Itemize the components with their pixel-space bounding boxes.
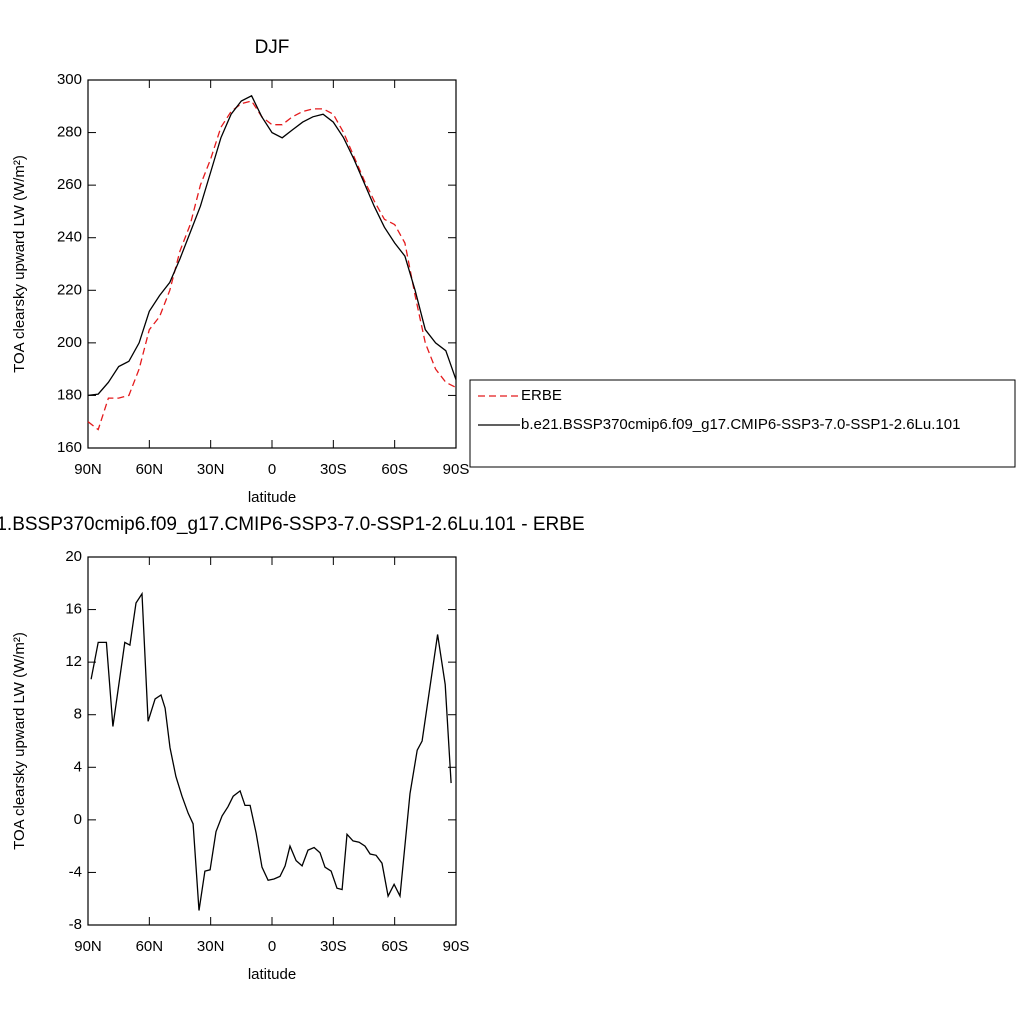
y-tick-label: -4 bbox=[69, 863, 82, 880]
x-tick-label: 90N bbox=[74, 938, 102, 955]
x-tick-label: 90S bbox=[443, 938, 470, 955]
data-line bbox=[87, 94, 457, 397]
y-tick-label: 280 bbox=[57, 124, 82, 141]
x-tick-label: 60N bbox=[136, 461, 164, 478]
y-tick-label: 300 bbox=[57, 71, 82, 88]
legend-label: b.e21.BSSP370cmip6.f09_g17.CMIP6-SSP3-7.… bbox=[521, 416, 960, 433]
x-tick-label: 90N bbox=[74, 461, 102, 478]
x-tick-label: 60S bbox=[381, 938, 408, 955]
data-line bbox=[90, 591, 452, 911]
y-tick-label: 180 bbox=[57, 386, 82, 403]
x-tick-label: 30S bbox=[320, 461, 347, 478]
data-line bbox=[87, 100, 457, 431]
y-tick-label: 220 bbox=[57, 281, 82, 298]
y-tick-label: 260 bbox=[57, 176, 82, 193]
x-tick-label: 90S bbox=[443, 461, 470, 478]
x-axis-label: latitude bbox=[248, 489, 296, 506]
x-axis-label: latitude bbox=[248, 966, 296, 983]
x-tick-label: 0 bbox=[268, 461, 276, 478]
x-tick-label: 30S bbox=[320, 938, 347, 955]
y-tick-label: 0 bbox=[74, 811, 82, 828]
plot-frame bbox=[87, 556, 457, 926]
y-tick-label: 12 bbox=[65, 653, 82, 670]
y-tick-label: 8 bbox=[74, 706, 82, 723]
y-tick-label: 200 bbox=[57, 334, 82, 351]
x-tick-label: 60N bbox=[136, 938, 164, 955]
chart-title: DJF bbox=[255, 37, 290, 58]
x-tick-label: 60S bbox=[381, 461, 408, 478]
y-tick-label: 16 bbox=[65, 601, 82, 618]
x-tick-label: 30N bbox=[197, 938, 225, 955]
y-axis-label: TOA clearsky upward LW (W/m²) bbox=[11, 632, 28, 850]
y-axis-label: TOA clearsky upward LW (W/m²) bbox=[11, 155, 28, 373]
plot-frame bbox=[87, 79, 457, 449]
y-tick-label: 20 bbox=[65, 548, 82, 565]
legend-label: ERBE bbox=[521, 387, 562, 404]
y-tick-label: 4 bbox=[74, 758, 82, 775]
legend-box bbox=[469, 379, 1016, 468]
chart-title: b.e21.BSSP370cmip6.f09_g17.CMIP6-SSP3-7.… bbox=[0, 514, 585, 535]
y-tick-label: 160 bbox=[57, 439, 82, 456]
x-tick-label: 30N bbox=[197, 461, 225, 478]
y-tick-label: 240 bbox=[57, 229, 82, 246]
x-tick-label: 0 bbox=[268, 938, 276, 955]
y-tick-label: -8 bbox=[69, 916, 82, 933]
